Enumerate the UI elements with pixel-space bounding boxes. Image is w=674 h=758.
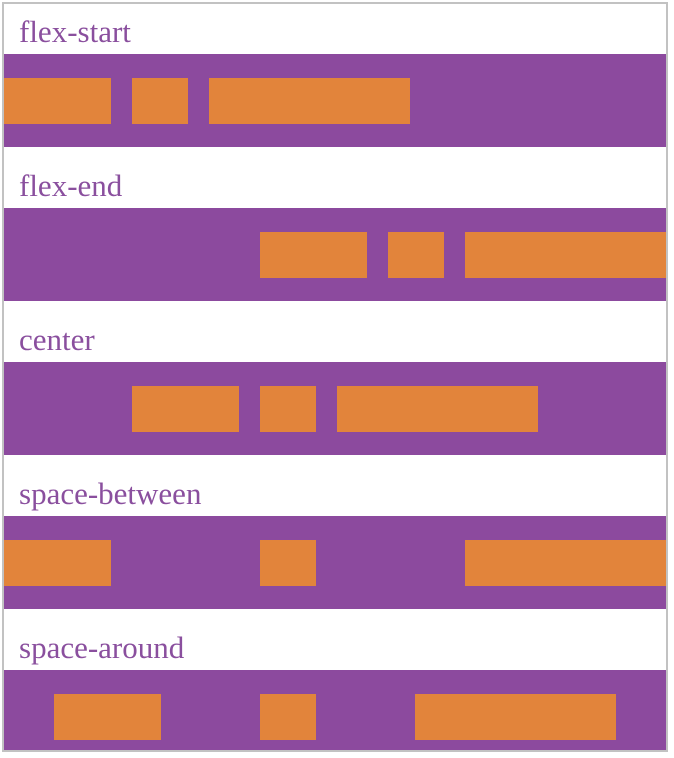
flex-item xyxy=(132,385,239,432)
flex-item xyxy=(260,231,367,278)
flex-container-space-around xyxy=(4,670,666,750)
section-center: center xyxy=(4,301,666,455)
justify-label-flex-end: flex-end xyxy=(4,147,666,208)
flex-container-flex-end xyxy=(4,208,666,301)
flexbox-demo-frame: flex-start flex-end center space-between… xyxy=(2,2,668,752)
section-space-around: space-around xyxy=(4,609,666,750)
flex-item xyxy=(260,539,316,586)
section-space-between: space-between xyxy=(4,455,666,609)
flex-item xyxy=(53,693,161,740)
justify-label-flex-start: flex-start xyxy=(4,4,666,54)
flex-item xyxy=(465,231,666,278)
flex-item xyxy=(209,77,410,124)
flex-item xyxy=(132,77,188,124)
section-flex-start: flex-start xyxy=(4,4,666,147)
flex-item xyxy=(260,385,316,432)
flex-item xyxy=(415,693,617,740)
justify-label-space-around: space-around xyxy=(4,609,666,670)
flex-item xyxy=(337,385,538,432)
flex-item xyxy=(259,693,316,740)
flex-item xyxy=(388,231,444,278)
flex-container-flex-start xyxy=(4,54,666,147)
flex-container-center xyxy=(4,362,666,455)
flex-item xyxy=(4,77,111,124)
section-flex-end: flex-end xyxy=(4,147,666,301)
flex-item xyxy=(4,539,111,586)
flex-item xyxy=(465,539,666,586)
justify-label-center: center xyxy=(4,301,666,362)
justify-label-space-between: space-between xyxy=(4,455,666,516)
flex-container-space-between xyxy=(4,516,666,609)
